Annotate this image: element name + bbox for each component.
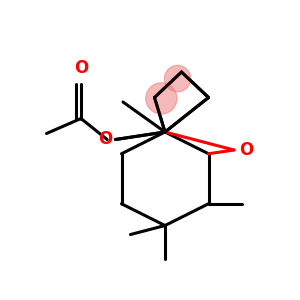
Text: O: O	[74, 59, 88, 77]
Text: O: O	[98, 130, 112, 148]
Circle shape	[164, 65, 191, 92]
Text: O: O	[239, 141, 254, 159]
Circle shape	[146, 83, 177, 114]
